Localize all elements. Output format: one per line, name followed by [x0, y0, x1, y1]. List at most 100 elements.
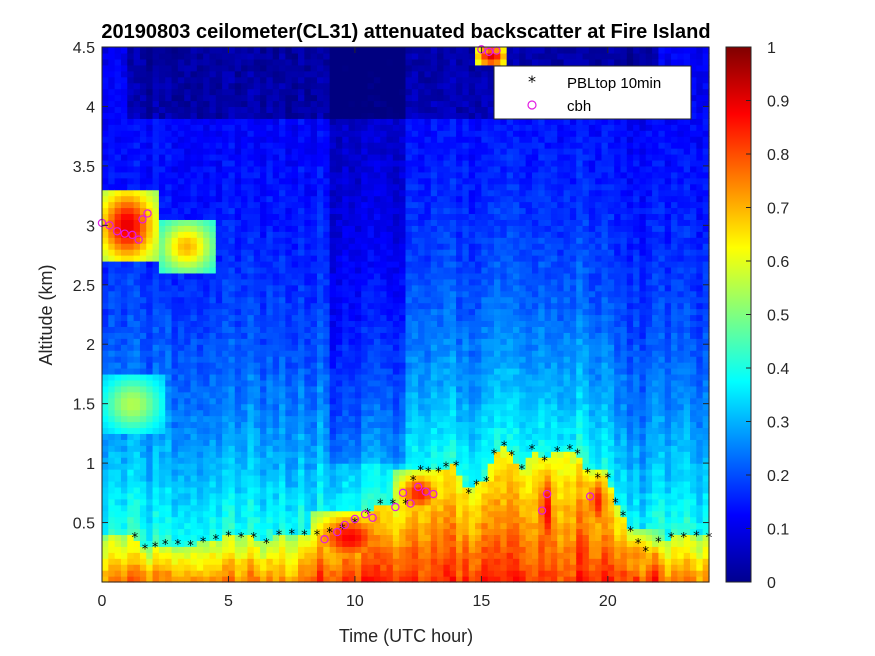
- heatmap-cell: [209, 278, 217, 286]
- heatmap-cell: [279, 177, 286, 185]
- heatmap-cell: [367, 159, 375, 167]
- heatmap-cell: [203, 106, 211, 113]
- heatmap-cell: [298, 243, 305, 250]
- heatmap-cell: [266, 237, 274, 244]
- heatmap-cell: [367, 302, 375, 310]
- heatmap-cell: [361, 534, 369, 541]
- heatmap-cell: [329, 498, 337, 506]
- heatmap-cell: [399, 409, 407, 417]
- heatmap-cell: [354, 409, 362, 417]
- heatmap-cell: [228, 445, 236, 452]
- heatmap-cell: [342, 124, 350, 131]
- heatmap-cell: [279, 237, 286, 244]
- heatmap-cell: [329, 64, 337, 72]
- heatmap-cell: [361, 445, 369, 452]
- heatmap-cell: [196, 421, 204, 429]
- heatmap-cell: [247, 564, 255, 571]
- heatmap-cell: [411, 47, 419, 54]
- heatmap-cell: [133, 64, 141, 72]
- heatmap-cell: [354, 284, 362, 292]
- heatmap-cell: [285, 296, 293, 304]
- heatmap-cell: [184, 58, 192, 66]
- heatmap-cell: [335, 231, 343, 238]
- heatmap-cell: [139, 70, 147, 78]
- heatmap-cell: [298, 344, 305, 351]
- heatmap-cell: [120, 516, 128, 524]
- heatmap-cell: [399, 249, 407, 256]
- heatmap-cell: [253, 249, 261, 256]
- heatmap-cell: [424, 469, 432, 476]
- heatmap-cell: [196, 58, 204, 66]
- heatmap-cell: [335, 82, 343, 90]
- heatmap-cell: [291, 540, 299, 547]
- heatmap-cell: [316, 344, 324, 351]
- heatmap-cell: [190, 528, 198, 536]
- heatmap-cell: [234, 504, 242, 512]
- heatmap-cell: [392, 70, 400, 78]
- heatmap-cell: [253, 379, 261, 387]
- heatmap-cell: [323, 201, 331, 209]
- heatmap-cell: [209, 284, 217, 292]
- heatmap-cell: [424, 332, 432, 339]
- heatmap-cell: [241, 308, 249, 316]
- heatmap-cell: [405, 391, 413, 399]
- heatmap-cell: [152, 344, 160, 351]
- heatmap-cell: [272, 266, 280, 274]
- heatmap-cell: [171, 70, 179, 78]
- heatmap-cell: [399, 261, 407, 268]
- heatmap-cell: [184, 362, 192, 369]
- heatmap-cell: [437, 433, 445, 440]
- heatmap-cell: [253, 130, 261, 137]
- heatmap-cell: [241, 148, 249, 155]
- heatmap-cell: [329, 261, 337, 268]
- heatmap-cell: [367, 373, 375, 381]
- heatmap-cell: [285, 118, 293, 125]
- heatmap-cell: [304, 47, 312, 54]
- heatmap-cell: [177, 540, 185, 547]
- heatmap-cell: [222, 356, 230, 363]
- heatmap-cell: [424, 154, 432, 161]
- heatmap-cell: [342, 546, 350, 553]
- heatmap-cell: [424, 576, 432, 583]
- heatmap-cell: [127, 243, 135, 250]
- heatmap-cell: [184, 249, 192, 256]
- heatmap-cell: [291, 397, 299, 405]
- heatmap-cell: [361, 433, 369, 440]
- heatmap-cell: [298, 225, 305, 232]
- heatmap-cell: [152, 261, 160, 268]
- heatmap-cell: [411, 272, 419, 280]
- heatmap-cell: [367, 64, 375, 72]
- heatmap-cell: [298, 463, 305, 470]
- heatmap-cell: [234, 492, 242, 500]
- heatmap-cell: [114, 94, 122, 102]
- heatmap-cell: [443, 302, 451, 310]
- heatmap-cell: [437, 94, 445, 102]
- heatmap-cell: [386, 171, 394, 179]
- heatmap-cell: [285, 159, 293, 167]
- heatmap-cell: [152, 142, 160, 149]
- heatmap-cell: [354, 492, 362, 500]
- heatmap-cell: [310, 397, 318, 405]
- heatmap-cell: [361, 540, 369, 547]
- heatmap-cell: [146, 540, 154, 547]
- heatmap-cell: [310, 266, 318, 274]
- heatmap-cell: [102, 189, 109, 197]
- heatmap-cell: [298, 195, 305, 203]
- heatmap-cell: [228, 540, 236, 547]
- heatmap-cell: [139, 492, 147, 500]
- heatmap-cell: [361, 195, 369, 203]
- heatmap-cell: [291, 88, 299, 96]
- heatmap-cell: [361, 136, 369, 143]
- heatmap-cell: [298, 142, 305, 149]
- heatmap-cell: [437, 237, 445, 244]
- heatmap-cell: [127, 195, 135, 203]
- heatmap-cell: [108, 344, 116, 351]
- heatmap-cell: [380, 469, 388, 476]
- heatmap-cell: [139, 225, 147, 232]
- heatmap-cell: [348, 492, 356, 500]
- heatmap-cell: [405, 266, 413, 274]
- heatmap-cell: [348, 225, 356, 232]
- heatmap-cell: [411, 124, 419, 131]
- heatmap-cell: [323, 213, 331, 220]
- heatmap-cell: [437, 326, 445, 333]
